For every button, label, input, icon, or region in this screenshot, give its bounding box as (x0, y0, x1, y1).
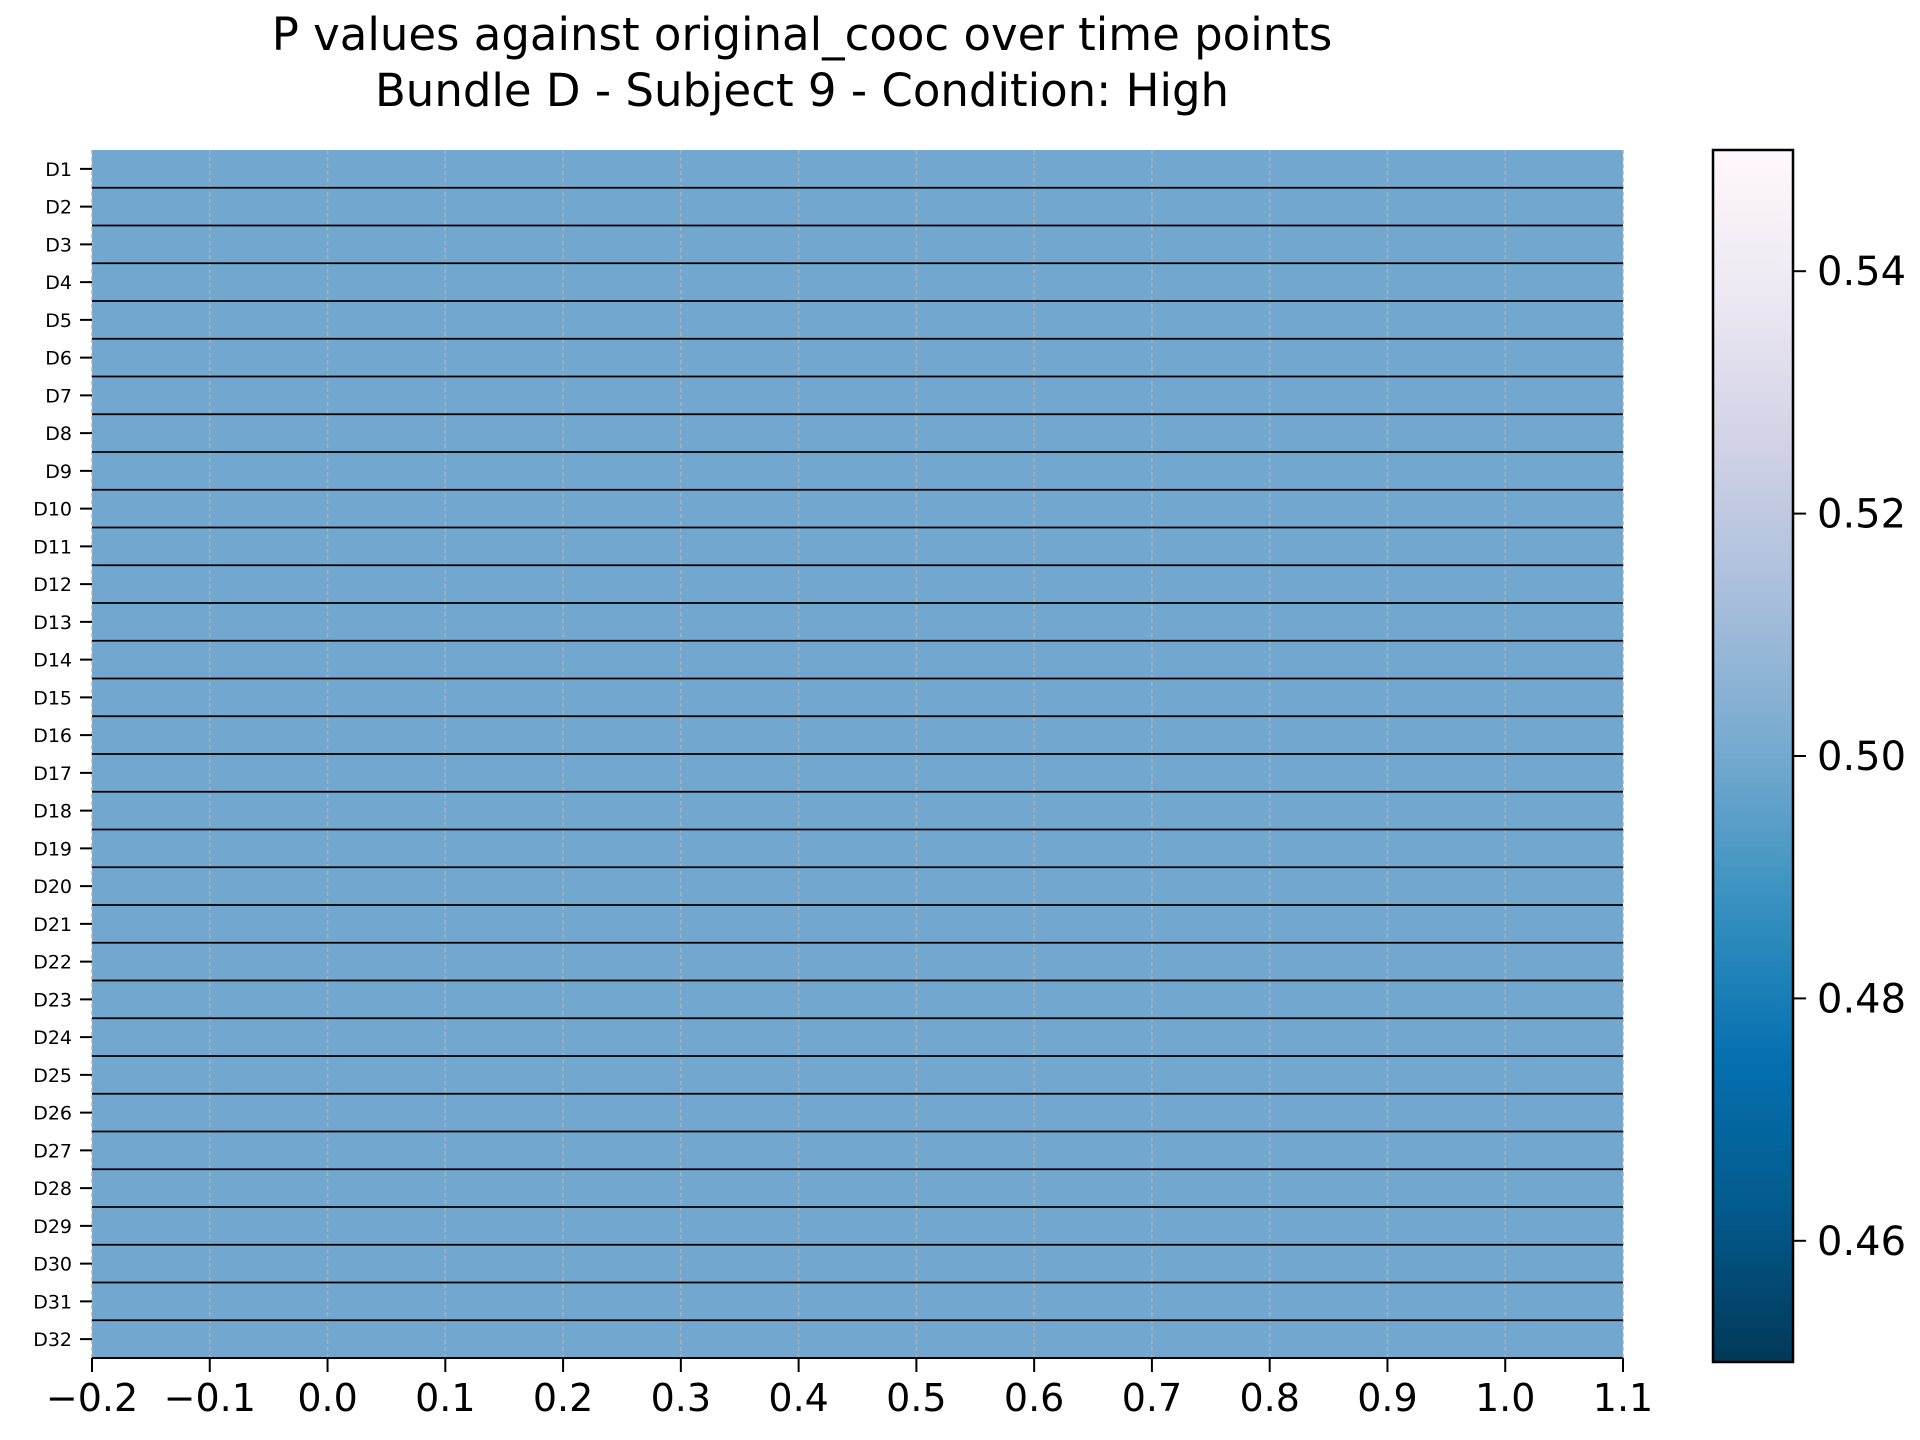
x-tick-label-7: 0.5 (886, 1376, 946, 1420)
x-tick-label-13: 1.1 (1593, 1376, 1653, 1420)
y-tick-label-D24: D24 (33, 1027, 72, 1049)
x-tick-label-11: 0.9 (1357, 1376, 1417, 1420)
x-tick-label-12: 1.0 (1475, 1376, 1535, 1420)
heatmap-cell-D29 (92, 1207, 1623, 1245)
y-tick-label-D16: D16 (33, 725, 72, 747)
y-tick-label-D26: D26 (33, 1103, 72, 1125)
y-tick-label-D4: D4 (45, 272, 72, 294)
x-tick-label-5: 0.3 (651, 1376, 711, 1420)
y-tick-label-D14: D14 (33, 650, 72, 672)
y-tick-label-D29: D29 (33, 1216, 72, 1238)
heatmap-cell-D15 (92, 678, 1623, 717)
heatmap-cell-D28 (92, 1169, 1623, 1207)
y-tick-label-D20: D20 (33, 876, 72, 898)
colorbar-tick-label-0: 0.46 (1817, 1219, 1906, 1265)
y-tick-label-D23: D23 (33, 989, 72, 1011)
chart-title-line-1: P values against original_cooc over time… (272, 8, 1333, 61)
chart-title-line-2: Bundle D - Subject 9 - Condition: High (375, 64, 1229, 117)
heatmap-cell-D26 (92, 1093, 1623, 1132)
y-tick-label-D25: D25 (33, 1065, 72, 1087)
y-tick-label-D22: D22 (33, 952, 72, 974)
heatmap-cell-D9 (92, 452, 1623, 490)
y-tick-label-D12: D12 (33, 574, 72, 596)
chart-title: P values against original_cooc over time… (272, 8, 1333, 117)
y-tick-label-D5: D5 (45, 310, 72, 332)
heatmap-cell-D23 (92, 980, 1623, 1019)
heatmap-cell-D25 (92, 1056, 1623, 1094)
heatmap-cell-D22 (92, 942, 1623, 981)
x-tick-label-8: 0.6 (1004, 1376, 1064, 1420)
heatmap-cell-D7 (92, 376, 1623, 415)
y-tick-label-D1: D1 (45, 159, 72, 181)
y-axis: D1 D2 D3 D4 D5 D6 D7 D8 D9 D10 D11 D12 D13 D14 D15 D16 D… (33, 159, 92, 1351)
x-tick-label-6: 0.4 (768, 1376, 828, 1420)
heatmap-cell-D12 (92, 565, 1623, 603)
heatmap-cell-D6 (92, 338, 1623, 377)
y-tick-label-D10: D10 (33, 499, 72, 521)
y-tick-label-D27: D27 (33, 1140, 72, 1162)
heatmap-cell-D21 (92, 905, 1623, 943)
y-tick-label-D13: D13 (33, 612, 72, 634)
heatmap-cell-D5 (92, 301, 1623, 339)
x-tick-label-1: −0.1 (164, 1376, 256, 1420)
x-tick-label-10: 0.8 (1239, 1376, 1299, 1420)
x-tick-label-9: 0.7 (1122, 1376, 1182, 1420)
y-tick-label-D3: D3 (45, 234, 72, 256)
y-tick-label-D7: D7 (45, 385, 72, 407)
heatmap-cell-D32 (92, 1320, 1623, 1358)
y-tick-label-D6: D6 (45, 348, 72, 370)
y-tick-label-D32: D32 (33, 1329, 72, 1351)
heatmap-cell-D24 (92, 1018, 1623, 1056)
heatmap-cell-D4 (92, 263, 1623, 301)
heatmap-cell-D27 (92, 1131, 1623, 1170)
heatmap-cell-D30 (92, 1244, 1623, 1283)
heatmap-cell-D3 (92, 225, 1623, 264)
y-tick-label-D8: D8 (45, 423, 72, 445)
y-tick-label-D17: D17 (33, 763, 72, 785)
y-tick-label-D2: D2 (45, 197, 72, 219)
heatmap-cell-D16 (92, 716, 1623, 754)
y-tick-label-D11: D11 (33, 536, 72, 558)
y-tick-label-D19: D19 (33, 838, 72, 860)
heatmap-cell-D31 (92, 1282, 1623, 1321)
x-axis: −0.2 −0.1 0.0 0.1 0.2 0.3 0.4 0.5 0.6 0.7 0.8 0.9 1.… (46, 1357, 1653, 1420)
heatmap-cell-D18 (92, 791, 1623, 830)
x-tick-label-3: 0.1 (415, 1376, 475, 1420)
y-tick-label-D30: D30 (33, 1254, 72, 1276)
heatmap-cell-D17 (92, 754, 1623, 792)
heatmap-cell-D1 (92, 150, 1623, 188)
y-tick-label-D28: D28 (33, 1178, 72, 1200)
heatmap-cell-D11 (92, 527, 1623, 566)
x-tick-label-2: 0.0 (297, 1376, 357, 1420)
heatmap-cell-D8 (92, 414, 1623, 452)
colorbar-gradient (1711, 148, 1795, 1364)
colorbar-tick-label-2: 0.50 (1817, 734, 1906, 780)
heatmap-plot-area (92, 150, 1623, 1358)
x-tick-label-4: 0.2 (533, 1376, 593, 1420)
x-tick-label-0: −0.2 (46, 1376, 138, 1420)
colorbar: 0.46 0.48 0.50 0.52 0.54 (1711, 148, 1906, 1364)
row-separators (92, 186, 1623, 1322)
colorbar-tick-label-4: 0.54 (1817, 249, 1906, 295)
heatmap-cell-D14 (92, 640, 1623, 679)
colorbar-tick-label-3: 0.52 (1817, 492, 1906, 538)
y-tick-label-D21: D21 (33, 914, 72, 936)
heatmap-cell-D13 (92, 603, 1623, 641)
heatmap-cell-D20 (92, 867, 1623, 905)
y-tick-label-D9: D9 (45, 461, 72, 483)
heatmap-cell-D10 (92, 489, 1623, 528)
heatmap-cell-D19 (92, 829, 1623, 868)
colorbar-tick-label-1: 0.48 (1817, 976, 1906, 1022)
y-tick-label-D31: D31 (33, 1291, 72, 1313)
heatmap-cell-D2 (92, 187, 1623, 226)
y-tick-label-D15: D15 (33, 687, 72, 709)
y-tick-label-D18: D18 (33, 801, 72, 823)
